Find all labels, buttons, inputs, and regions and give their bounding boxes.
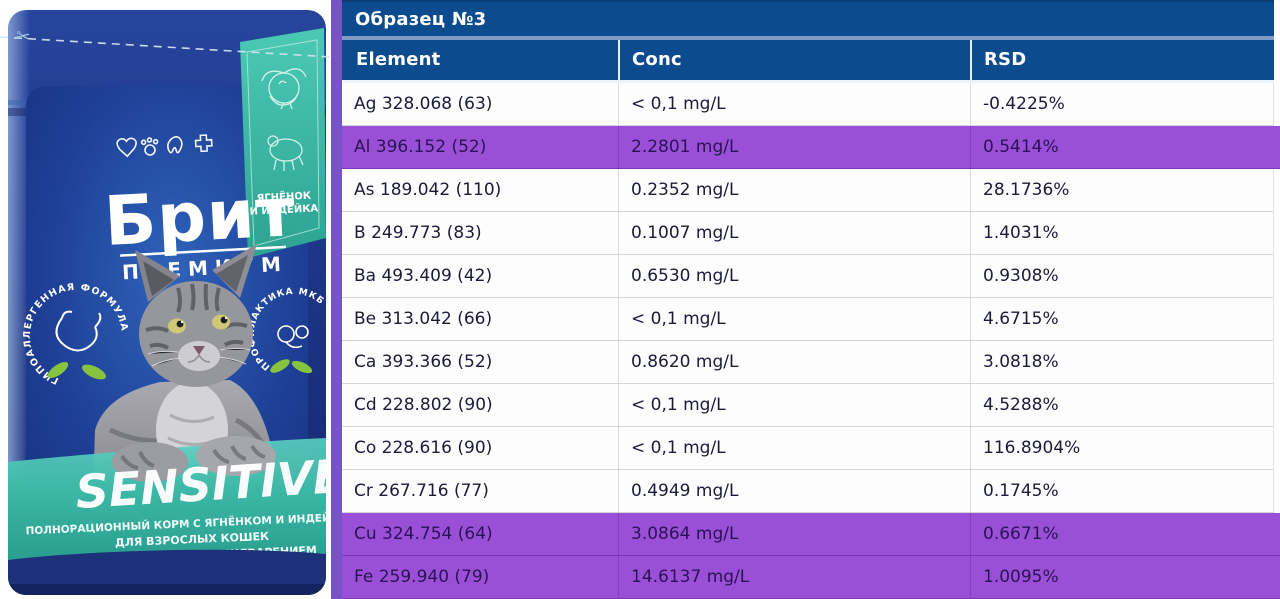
leaf-icon-2 (270, 359, 313, 374)
cell-rsd: 0.5414% (970, 126, 1280, 168)
bag-edge-highlight (8, 10, 30, 595)
table-row[interactable]: B 249.773 (83) 0.1007 mg/L 1.4031% (342, 212, 1274, 255)
cell-conc: 0.1007 mg/L (618, 212, 970, 254)
leaf-icon (47, 361, 107, 380)
cell-conc: 14.6137 mg/L (618, 556, 970, 598)
cell-element: Ag 328.068 (63) (354, 94, 493, 114)
table-column-header: Element Conc RSD (342, 40, 1274, 80)
cross-icon (194, 134, 213, 153)
cell-rsd: 0.9308% (970, 255, 1273, 297)
cell-conc: 0.4949 mg/L (618, 470, 970, 512)
logo-underline (120, 245, 286, 257)
column-header-rsd[interactable]: RSD (970, 40, 1274, 80)
cell-conc: < 0,1 mg/L (618, 83, 970, 125)
paw-icon (140, 137, 159, 156)
table-row[interactable]: Co 228.616 (90) < 0,1 mg/L 116.8904% (342, 427, 1274, 470)
flavor-ribbon: ЯГНЁНОК И ИНДЕЙКА (240, 28, 326, 258)
results-table: Образец №3 Element Conc RSD Ag 328.068 (… (342, 0, 1280, 599)
table-row[interactable]: Cu 324.754 (64) 3.0864 mg/L 0.6671% (342, 513, 1280, 556)
cell-rsd: 0.6671% (970, 513, 1280, 555)
cell-element: Cu 324.754 (64) (354, 524, 493, 544)
cell-element: Ba 493.409 (42) (354, 266, 493, 286)
cell-rsd: 28.1736% (970, 169, 1273, 211)
product-photo-panel: ЯГНЁНОК И ИНДЕЙКА Брит ПРЕМИУМ (0, 0, 331, 599)
lamb-illustration (267, 135, 304, 171)
cell-conc: 2.2801 mg/L (618, 126, 970, 168)
cell-rsd: 4.6715% (970, 298, 1273, 340)
stomach-icon (55, 310, 102, 352)
cell-conc: < 0,1 mg/L (618, 298, 970, 340)
table-row[interactable]: Ca 393.366 (52) 0.8620 mg/L 3.0818% (342, 341, 1274, 384)
table-row[interactable]: As 189.042 (110) 0.2352 mg/L 28.1736% (342, 169, 1274, 212)
cell-rsd: 3.0818% (970, 341, 1273, 383)
table-row[interactable]: Al 396.152 (52) 2.2801 mg/L 0.5414% (342, 126, 1280, 169)
cell-element: Cd 228.802 (90) (354, 395, 493, 415)
cell-conc: 0.6530 mg/L (618, 255, 970, 297)
cell-element: As 189.042 (110) (354, 180, 502, 200)
cell-rsd: 0.1745% (970, 470, 1273, 512)
panel-divider (331, 0, 342, 599)
cell-element: Cr 267.716 (77) (354, 481, 489, 501)
table-row[interactable]: Cr 267.716 (77) 0.4949 mg/L 0.1745% (342, 470, 1274, 513)
cell-element: Co 228.616 (90) (354, 438, 493, 458)
cell-rsd: 4.5288% (970, 384, 1273, 426)
cell-rsd: 1.0095% (970, 556, 1280, 598)
urinary-icon (277, 325, 309, 349)
cell-rsd: -0.4225% (970, 83, 1273, 125)
cell-rsd: 116.8904% (970, 427, 1273, 469)
cell-element: Al 396.152 (52) (354, 137, 487, 157)
cat-paws (112, 436, 276, 482)
ribbon-label-line2: И ИНДЕЙКА (249, 201, 318, 218)
cell-conc: 0.8620 mg/L (618, 341, 970, 383)
header-gap (342, 80, 1274, 83)
ribbon-label-line1: ЯГНЁНОК (256, 188, 312, 205)
bag-bottom-band (8, 549, 326, 595)
sample-title: Образец №3 (342, 0, 1274, 36)
table-row[interactable]: Fe 259.940 (79) 14.6137 mg/L 1.0095% (342, 556, 1280, 599)
table-row[interactable]: Cd 228.802 (90) < 0,1 mg/L 4.5288% (342, 384, 1274, 427)
scissors-icon: ✂ (15, 26, 32, 48)
heart-icon (116, 137, 137, 158)
cell-element: Ca 393.366 (52) (354, 352, 493, 372)
header-divider (342, 36, 1274, 40)
tooth-icon (167, 136, 183, 154)
cell-element: Fe 259.940 (79) (354, 567, 490, 587)
table-row[interactable]: Ba 493.409 (42) 0.6530 mg/L 0.9308% (342, 255, 1274, 298)
cell-element: B 249.773 (83) (354, 223, 482, 243)
package-image: ЯГНЁНОК И ИНДЕЙКА Брит ПРЕМИУМ (0, 10, 331, 595)
cell-element: Be 313.042 (66) (354, 309, 493, 329)
cell-conc: < 0,1 mg/L (618, 427, 970, 469)
table-body: Ag 328.068 (63) < 0,1 mg/L -0.4225% Al 3… (342, 83, 1280, 599)
turkey-illustration (261, 68, 307, 110)
column-header-conc[interactable]: Conc (618, 40, 970, 80)
cell-conc: < 0,1 mg/L (618, 384, 970, 426)
column-header-element[interactable]: Element (356, 49, 441, 70)
cell-rsd: 1.4031% (970, 212, 1273, 254)
table-row[interactable]: Ag 328.068 (63) < 0,1 mg/L -0.4225% (342, 83, 1274, 126)
table-row[interactable]: Be 313.042 (66) < 0,1 mg/L 4.6715% (342, 298, 1274, 341)
cell-conc: 3.0864 mg/L (618, 513, 970, 555)
cell-conc: 0.2352 mg/L (618, 169, 970, 211)
